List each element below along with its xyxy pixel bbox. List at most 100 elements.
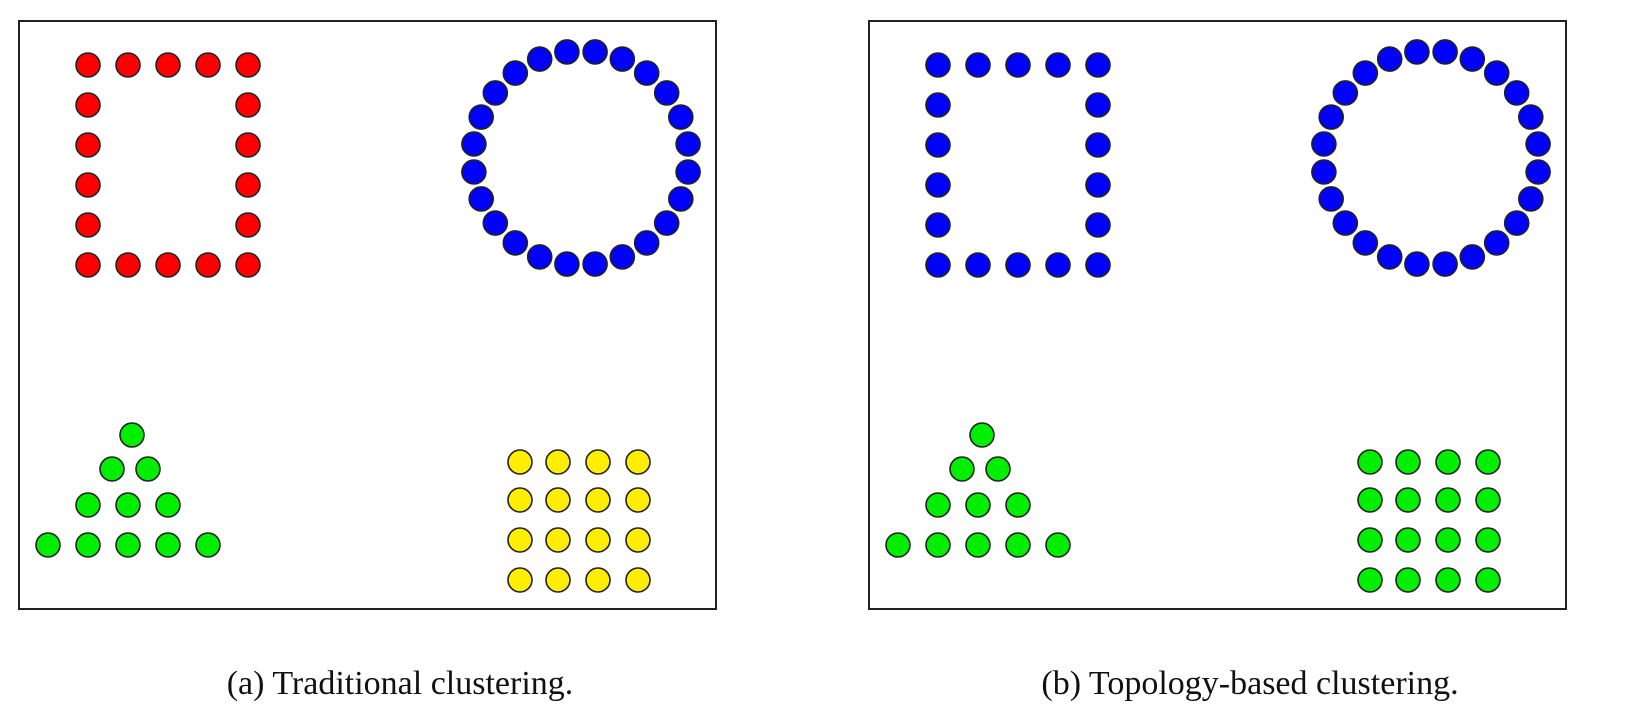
data-point — [1085, 172, 1111, 198]
data-point — [1483, 230, 1510, 256]
data-point — [585, 527, 611, 553]
data-point — [1475, 487, 1501, 513]
data-point — [235, 252, 261, 278]
data-point — [985, 456, 1011, 482]
data-point — [1376, 46, 1403, 72]
data-point — [1435, 527, 1461, 553]
data-point — [195, 252, 221, 278]
data-point — [1475, 567, 1501, 593]
data-point — [1525, 159, 1551, 185]
data-point — [625, 527, 651, 553]
cluster-grid — [1357, 449, 1501, 593]
data-point — [468, 186, 495, 212]
data-point — [75, 92, 101, 118]
data-point — [1475, 527, 1501, 553]
data-point — [35, 532, 61, 558]
data-point — [1085, 132, 1111, 158]
data-point — [119, 422, 145, 448]
data-point — [925, 172, 951, 198]
data-point — [1432, 251, 1458, 277]
data-point — [1045, 52, 1071, 78]
data-point — [1085, 212, 1111, 238]
cluster-grid — [507, 449, 651, 593]
data-point — [1352, 60, 1379, 86]
data-point — [99, 456, 125, 482]
cluster-circle — [461, 39, 701, 277]
data-point — [75, 52, 101, 78]
data-point — [1005, 52, 1031, 78]
data-point — [885, 532, 911, 558]
data-point — [965, 52, 991, 78]
data-point — [1085, 52, 1111, 78]
data-point — [507, 487, 533, 513]
data-point — [1435, 449, 1461, 475]
data-point — [75, 172, 101, 198]
cluster-square — [925, 52, 1111, 278]
data-point — [1395, 487, 1421, 513]
data-point — [115, 532, 141, 558]
data-point — [1085, 92, 1111, 118]
data-point — [625, 449, 651, 475]
data-point — [1332, 80, 1359, 106]
data-point — [675, 159, 701, 185]
data-point — [1459, 46, 1486, 72]
data-point — [482, 80, 509, 106]
data-point — [1432, 39, 1458, 65]
data-point — [1435, 567, 1461, 593]
data-point — [1459, 244, 1486, 270]
data-point — [155, 252, 181, 278]
data-point — [949, 456, 975, 482]
data-point — [1395, 527, 1421, 553]
data-point — [1332, 210, 1359, 236]
data-point — [554, 251, 580, 277]
cluster-triangle — [885, 422, 1071, 558]
data-point — [969, 422, 995, 448]
data-point — [195, 52, 221, 78]
data-point — [502, 60, 529, 86]
data-point — [1311, 159, 1337, 185]
plot-frame — [18, 20, 717, 610]
data-point — [235, 172, 261, 198]
data-point — [1357, 527, 1383, 553]
data-point — [1475, 449, 1501, 475]
panel-topology-clustering: (b) Topology-based clustering. — [850, 0, 1647, 721]
cluster-triangle — [35, 422, 221, 558]
data-point — [75, 252, 101, 278]
data-point — [925, 252, 951, 278]
data-point — [1483, 60, 1510, 86]
data-point — [545, 487, 571, 513]
data-point — [582, 251, 608, 277]
data-point — [1045, 532, 1071, 558]
data-point — [155, 52, 181, 78]
data-point — [1517, 186, 1544, 212]
data-point — [235, 52, 261, 78]
data-point — [1404, 251, 1430, 277]
data-point — [526, 244, 553, 270]
data-point — [585, 449, 611, 475]
plot-frame — [868, 20, 1567, 610]
scatter-plot-topology — [868, 20, 1567, 610]
data-point — [1503, 80, 1530, 106]
data-point — [135, 456, 161, 482]
data-point — [1357, 449, 1383, 475]
data-point — [554, 39, 580, 65]
data-point — [965, 532, 991, 558]
cluster-square — [75, 52, 261, 278]
data-point — [1357, 487, 1383, 513]
data-point — [585, 487, 611, 513]
data-point — [155, 532, 181, 558]
data-point — [1357, 567, 1383, 593]
data-point — [75, 492, 101, 518]
data-point — [482, 210, 509, 236]
data-point — [585, 567, 611, 593]
data-point — [1352, 230, 1379, 256]
data-point — [1404, 39, 1430, 65]
data-point — [1435, 487, 1461, 513]
data-point — [582, 39, 608, 65]
data-point — [1085, 252, 1111, 278]
data-point — [653, 210, 680, 236]
data-point — [461, 159, 487, 185]
data-point — [115, 492, 141, 518]
data-point — [1517, 104, 1544, 130]
data-point — [1005, 252, 1031, 278]
